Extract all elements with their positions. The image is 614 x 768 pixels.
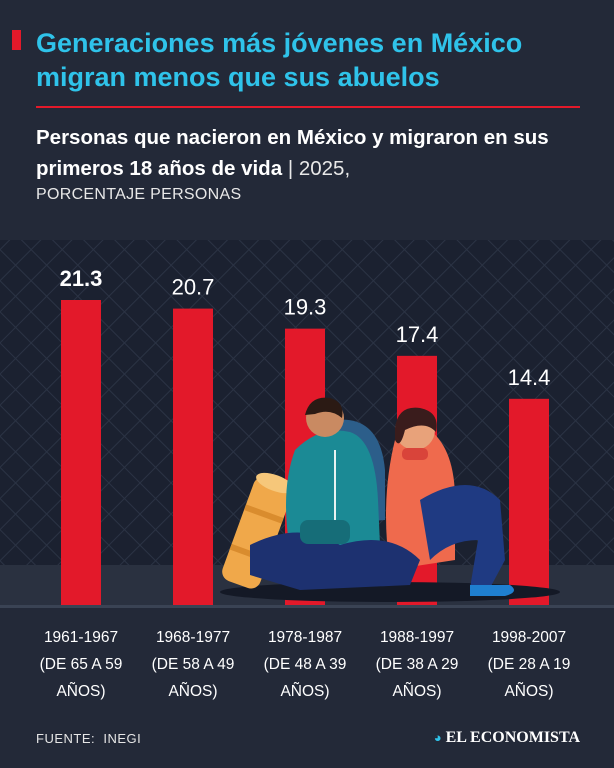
x-tick-label: 1978-1987 (DE 48 A 39 AÑOS) <box>250 624 360 705</box>
illustration <box>220 397 560 602</box>
subtitle-text: Personas que nacieron en México y migrar… <box>36 126 549 180</box>
category: 1968-1977 <box>155 629 231 646</box>
title-marker <box>12 30 21 50</box>
category: 1988-1997 <box>379 629 455 646</box>
value-label: 14.4 <box>508 365 551 390</box>
category: 1998-2007 <box>491 629 567 646</box>
category: 1961-1967 <box>43 629 119 646</box>
value-label: 20.7 <box>172 275 215 300</box>
bar <box>173 308 213 605</box>
category: 1978-1987 <box>267 629 343 646</box>
source-label: FUENTE: <box>36 731 96 746</box>
bar <box>509 398 549 605</box>
brand: ◕ EL ECONOMISTA <box>434 729 580 747</box>
value-label: 19.3 <box>284 295 327 320</box>
ground-edge <box>0 605 614 608</box>
x-tick-label: 1988-1997 (DE 38 A 29 AÑOS) <box>362 624 472 705</box>
age-range: (DE 48 A 39 AÑOS) <box>263 656 347 700</box>
age-range: (DE 58 A 49 AÑOS) <box>151 656 235 700</box>
brand-icon: ◕ <box>433 730 442 745</box>
x-tick-label: 1998-2007 (DE 28 A 19 AÑOS) <box>474 624 584 705</box>
value-label: 17.4 <box>396 322 439 347</box>
subtitle-note: | 2025, <box>287 157 351 180</box>
sleeping-pad <box>222 472 295 589</box>
source-name: INEGI <box>103 731 142 746</box>
x-tick-label: 1968-1977 (DE 58 A 49 AÑOS) <box>138 624 248 705</box>
subtitle: Personas que nacieron en México y migrar… <box>36 122 596 184</box>
source: FUENTE: INEGI <box>36 731 141 746</box>
bar <box>61 300 101 605</box>
woman <box>386 407 514 596</box>
age-range: (DE 65 A 59 AÑOS) <box>39 656 123 700</box>
chart-title: Generaciones más jóvenes en México migra… <box>36 28 523 92</box>
title-rule <box>36 106 580 108</box>
unit-label: PORCENTAJE PERSONAS <box>36 186 242 203</box>
brand-name: EL ECONOMISTA <box>445 729 580 746</box>
age-range: (DE 28 A 19 AÑOS) <box>487 656 571 700</box>
man <box>250 397 420 590</box>
age-range: (DE 38 A 29 AÑOS) <box>375 656 459 700</box>
x-tick-label: 1961-1967 (DE 65 A 59 AÑOS) <box>26 624 136 705</box>
value-label: 21.3 <box>60 266 103 291</box>
